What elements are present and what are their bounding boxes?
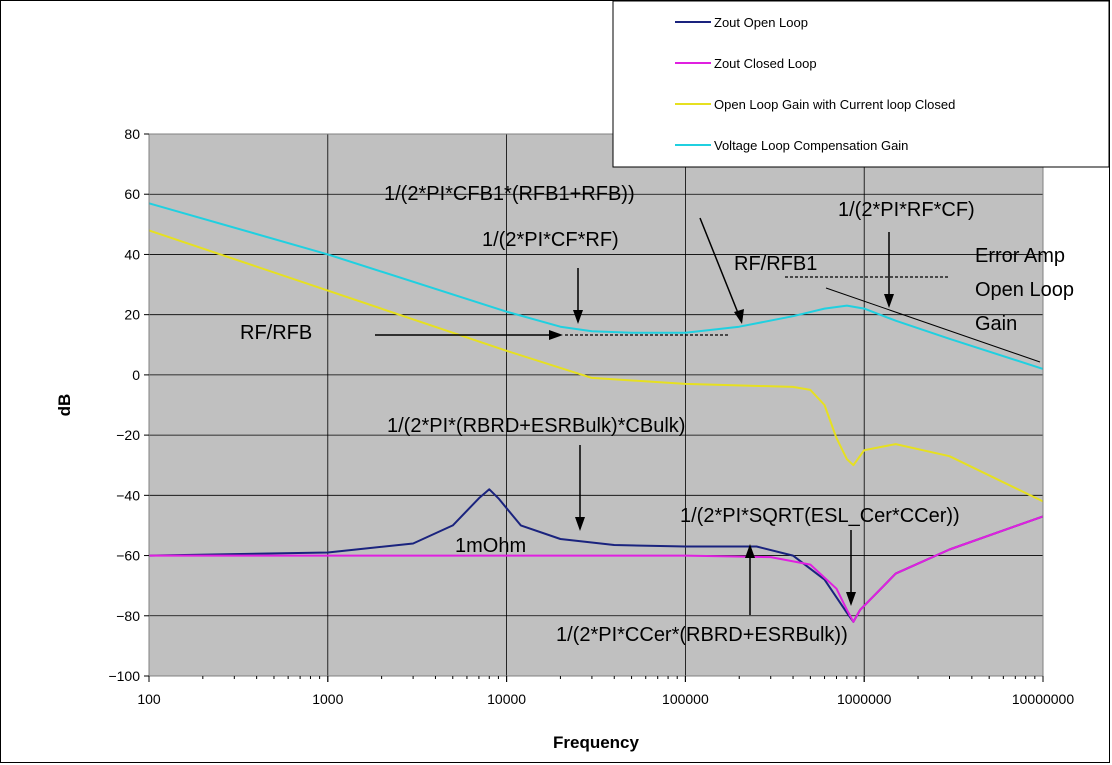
legend-box bbox=[612, 0, 1110, 168]
annotation-ccer: 1/(2*PI*CCer*(RBRD+ESRBulk)) bbox=[556, 624, 848, 646]
x-tick-label: 10000000 bbox=[1012, 691, 1075, 707]
y-tick-label: 80 bbox=[124, 126, 140, 142]
annotation-error-amp: Error Amp bbox=[975, 245, 1065, 267]
arrowhead-bulk bbox=[575, 517, 585, 531]
y-axis-title: dB bbox=[55, 394, 74, 417]
x-tick-label: 1000 bbox=[312, 691, 343, 707]
arrowhead-cfb1 bbox=[734, 309, 744, 324]
legend-label: Zout Closed Loop bbox=[714, 56, 817, 71]
ticks: 80 60 40 20 0 −20 −40 −60 −80 −100 100 1000 10000 100… bbox=[108, 126, 1074, 707]
arrowhead-rf-cf bbox=[884, 294, 894, 308]
y-tick-label: −20 bbox=[116, 427, 140, 443]
legend-items: Zout Open Loop Zout Closed Loop Open Loop … bbox=[675, 15, 955, 153]
y-tick-label: −100 bbox=[108, 668, 140, 684]
arrowhead-cf-rf bbox=[573, 310, 583, 324]
x-tick-label: 100000 bbox=[662, 691, 709, 707]
y-tick-label: 40 bbox=[124, 246, 140, 262]
y-tick-label: −80 bbox=[116, 608, 140, 624]
dashed-markers bbox=[565, 276, 948, 336]
annotation-1mohm: 1mOhm bbox=[455, 535, 526, 557]
annotation-rf-cf: 1/(2*PI*RF*CF) bbox=[838, 199, 975, 221]
annotation-esl: 1/(2*PI*SQRT(ESL_Cer*CCer)) bbox=[680, 505, 960, 527]
annotation-arrows bbox=[375, 217, 1041, 615]
legend-label: Voltage Loop Compensation Gain bbox=[714, 138, 908, 153]
annotation-bulk: 1/(2*PI*(RBRD+ESRBulk)*CBulk) bbox=[387, 415, 685, 437]
series-layer bbox=[148, 202, 1044, 623]
arrowhead-esl bbox=[846, 592, 856, 606]
annotations: 1/(2*PI*CFB1*(RFB1+RFB)) 1/(2*PI*RF*CF) … bbox=[240, 183, 1074, 646]
annotation-rf-rfb1: RF/RFB1 bbox=[734, 253, 817, 275]
y-tick-label: 0 bbox=[132, 367, 140, 383]
series-line-voltage-loop-compensation-gain bbox=[148, 202, 1044, 370]
plot-area bbox=[149, 134, 1043, 676]
series-line-zout-closed-loop bbox=[149, 515, 1044, 623]
y-tick-label: 20 bbox=[124, 307, 140, 323]
x-tick-label: 100 bbox=[137, 691, 161, 707]
legend-label: Open Loop Gain with Current loop Closed bbox=[714, 97, 955, 112]
x-tick-label: 10000 bbox=[487, 691, 526, 707]
legend: Zout Open Loop Zout Closed Loop Open Loop … bbox=[612, 0, 1110, 168]
error-amp-line bbox=[825, 287, 1041, 363]
y-tick-label: −60 bbox=[116, 548, 140, 564]
x-tick-label: 1000000 bbox=[837, 691, 892, 707]
annotation-cfb1: 1/(2*PI*CFB1*(RFB1+RFB)) bbox=[384, 183, 635, 205]
y-tick-label: −40 bbox=[116, 487, 140, 503]
arrow-heads bbox=[549, 294, 894, 606]
arrow-cfb1 bbox=[699, 217, 741, 319]
arrowhead-rf-rfb bbox=[549, 330, 563, 340]
annotation-cf-rf: 1/(2*PI*CF*RF) bbox=[482, 229, 619, 251]
annotation-gain: Gain bbox=[975, 313, 1017, 335]
x-axis-title: Frequency bbox=[553, 733, 640, 752]
plot-border bbox=[148, 133, 1044, 677]
series-line-open-loop-gain-with-current-loop-closed bbox=[148, 229, 1044, 503]
annotation-open-loop: Open Loop bbox=[975, 279, 1074, 301]
y-tick-label: 60 bbox=[124, 186, 140, 202]
annotation-rf-rfb: RF/RFB bbox=[240, 322, 312, 344]
legend-label: Zout Open Loop bbox=[714, 15, 808, 30]
arrowhead-ccer bbox=[745, 544, 755, 558]
